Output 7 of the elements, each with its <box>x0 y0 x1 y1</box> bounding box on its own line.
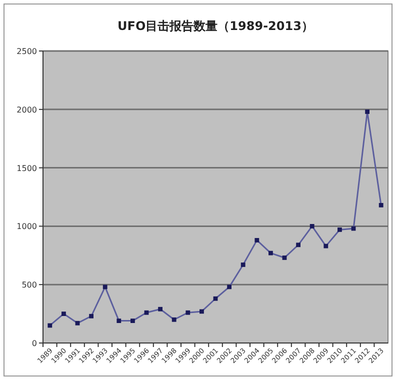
y-tick-label: 2500 <box>16 47 37 56</box>
chart-title: UFO目击报告数量（1989-2013） <box>118 19 314 33</box>
y-tick-label: 0 <box>32 339 37 348</box>
y-tick-label: 1000 <box>16 222 37 232</box>
y-tick-label: 2000 <box>16 105 37 114</box>
y-tick-label: 500 <box>22 280 37 290</box>
y-tick-label: 1500 <box>16 164 37 173</box>
